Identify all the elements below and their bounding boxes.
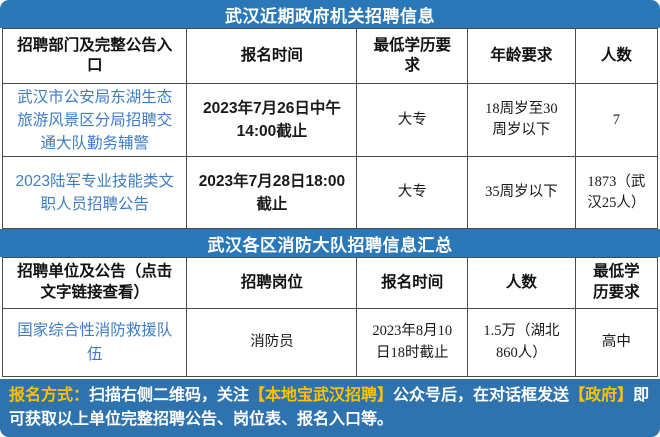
banner-highlight-keyword: 【政府】 xyxy=(569,387,634,404)
banner-text-3: 即可获取以上单位完整招聘公告、岗位表、报名入口等。 xyxy=(9,387,650,428)
column-header-position: 招聘岗位 xyxy=(187,257,358,309)
headcount-cell: 1.5万（湖北860人） xyxy=(467,309,576,377)
column-header-age-requirement: 年龄要求 xyxy=(467,28,576,85)
section2-title-bar: 武汉各区消防大队招聘信息汇总 xyxy=(0,229,660,257)
section1-header-row: 招聘部门及完整公告入口 报名时间 最低学历要求 年龄要求 人数 xyxy=(3,28,657,85)
position-cell: 消防员 xyxy=(187,309,358,377)
section1-title-bar: 武汉近期政府机关招聘信息 xyxy=(0,0,660,29)
announcement-link-army[interactable]: 2023陆军专业技能类文职人员招聘公告 xyxy=(3,157,188,230)
section2-title: 武汉各区消防大队招聘信息汇总 xyxy=(207,235,453,255)
signup-method-label: 报名方式： xyxy=(9,387,90,404)
headcount-cell: 1873（武汉25人） xyxy=(575,157,657,230)
column-header-min-education: 最低学历要求 xyxy=(357,28,468,85)
column-header-unit: 招聘单位及公告（点击文字链接查看） xyxy=(3,257,188,309)
column-header-headcount: 人数 xyxy=(467,257,576,309)
section1-table: 招聘部门及完整公告入口 报名时间 最低学历要求 年龄要求 人数 武汉市公安局东湖… xyxy=(2,28,658,230)
column-header-signup-time: 报名时间 xyxy=(187,28,358,85)
table-row: 武汉市公安局东湖生态旅游风景区分局招聘交通大队勤务辅警 2023年7月26日中午… xyxy=(3,84,657,158)
deadline-cell: 2023年8月10日18时截止 xyxy=(357,309,468,377)
signup-method-banner: 报名方式：扫描右侧二维码，关注【本地宝武汉招聘】公众号后，在对话框发送【政府】即… xyxy=(0,379,660,437)
banner-highlight-account: 【本地宝武汉招聘】 xyxy=(249,387,394,404)
banner-text-2: 公众号后，在对话框发送 xyxy=(393,387,570,404)
headcount-cell: 7 xyxy=(575,84,657,158)
age-cell: 18周岁至30周岁以下 xyxy=(467,84,576,158)
section2-table: 招聘单位及公告（点击文字链接查看） 招聘岗位 报名时间 人数 最低学历要求 国家… xyxy=(2,257,658,377)
section2-header-row: 招聘单位及公告（点击文字链接查看） 招聘岗位 报名时间 人数 最低学历要求 xyxy=(3,257,657,309)
age-cell: 35周岁以下 xyxy=(467,157,576,230)
announcement-link-police[interactable]: 武汉市公安局东湖生态旅游风景区分局招聘交通大队勤务辅警 xyxy=(3,84,188,158)
section1-title: 武汉近期政府机关招聘信息 xyxy=(225,6,435,26)
banner-text-1: 扫描右侧二维码，关注 xyxy=(89,387,250,404)
column-header-signup-time: 报名时间 xyxy=(357,257,468,309)
table-row: 2023陆军专业技能类文职人员招聘公告 2023年7月28日18:00截止 大专… xyxy=(3,157,657,230)
table-row: 国家综合性消防救援队伍 消防员 2023年8月10日18时截止 1.5万（湖北8… xyxy=(3,309,657,377)
deadline-cell: 2023年7月28日18:00截止 xyxy=(187,157,358,230)
education-cell: 大专 xyxy=(357,84,468,158)
column-header-headcount: 人数 xyxy=(575,28,657,85)
education-cell: 大专 xyxy=(357,157,468,230)
column-header-min-education: 最低学历要求 xyxy=(575,257,657,309)
column-header-department: 招聘部门及完整公告入口 xyxy=(3,28,188,85)
education-cell: 高中 xyxy=(575,309,657,377)
deadline-cell: 2023年7月26日中午14:00截止 xyxy=(187,84,358,158)
announcement-link-fire-rescue[interactable]: 国家综合性消防救援队伍 xyxy=(3,309,188,377)
